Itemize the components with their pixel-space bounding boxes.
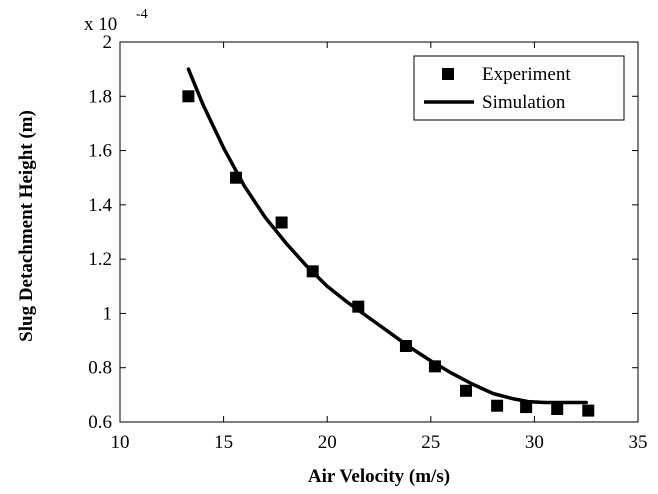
experiment-point bbox=[230, 171, 243, 184]
y-tick-label: 0.8 bbox=[88, 358, 112, 379]
x-tick-label: 15 bbox=[214, 432, 233, 453]
simulation-line bbox=[186, 67, 588, 405]
y-tick-label: 1.6 bbox=[88, 141, 112, 162]
y-axis-multiplier: x 10 bbox=[84, 14, 117, 35]
experiment-point bbox=[491, 399, 504, 412]
x-tick-label: 35 bbox=[629, 432, 648, 453]
experiment-point bbox=[306, 265, 319, 278]
experiment-point bbox=[399, 340, 412, 352]
experiment-point bbox=[460, 384, 473, 397]
experiment-point bbox=[428, 360, 441, 373]
experiment-point bbox=[582, 404, 595, 417]
x-tick-label: 25 bbox=[421, 432, 440, 453]
y-tick-label: 1.2 bbox=[88, 249, 112, 270]
legend-marker-experiment bbox=[442, 68, 454, 80]
y-tick-label: 1.4 bbox=[88, 195, 112, 216]
legend bbox=[413, 55, 625, 121]
experiment-point bbox=[352, 300, 365, 313]
y-tick-label: 2 bbox=[103, 32, 113, 53]
experiment-point bbox=[275, 216, 288, 229]
legend-label: Experiment bbox=[482, 64, 571, 85]
y-axis-multiplier-exponent: -4 bbox=[136, 7, 148, 22]
y-tick-label: 0.6 bbox=[88, 412, 112, 433]
legend-label: Simulation bbox=[482, 92, 566, 113]
x-tick-label: 10 bbox=[111, 432, 130, 453]
experiment-point bbox=[551, 402, 564, 415]
y-tick-label: 1 bbox=[103, 303, 113, 324]
y-axis-title: Slug Detachment Height (m) bbox=[16, 110, 37, 342]
experiment-point bbox=[182, 90, 195, 103]
x-tick-label: 20 bbox=[318, 432, 337, 453]
experiment-point bbox=[520, 401, 533, 414]
y-tick-label: 1.8 bbox=[88, 86, 112, 107]
x-tick-label: 30 bbox=[525, 432, 544, 453]
x-axis-title: Air Velocity (m/s) bbox=[308, 466, 450, 487]
